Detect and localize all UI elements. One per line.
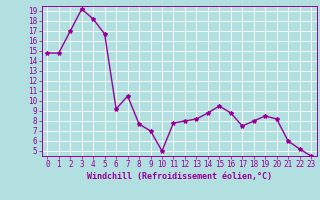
X-axis label: Windchill (Refroidissement éolien,°C): Windchill (Refroidissement éolien,°C) [87, 172, 272, 181]
